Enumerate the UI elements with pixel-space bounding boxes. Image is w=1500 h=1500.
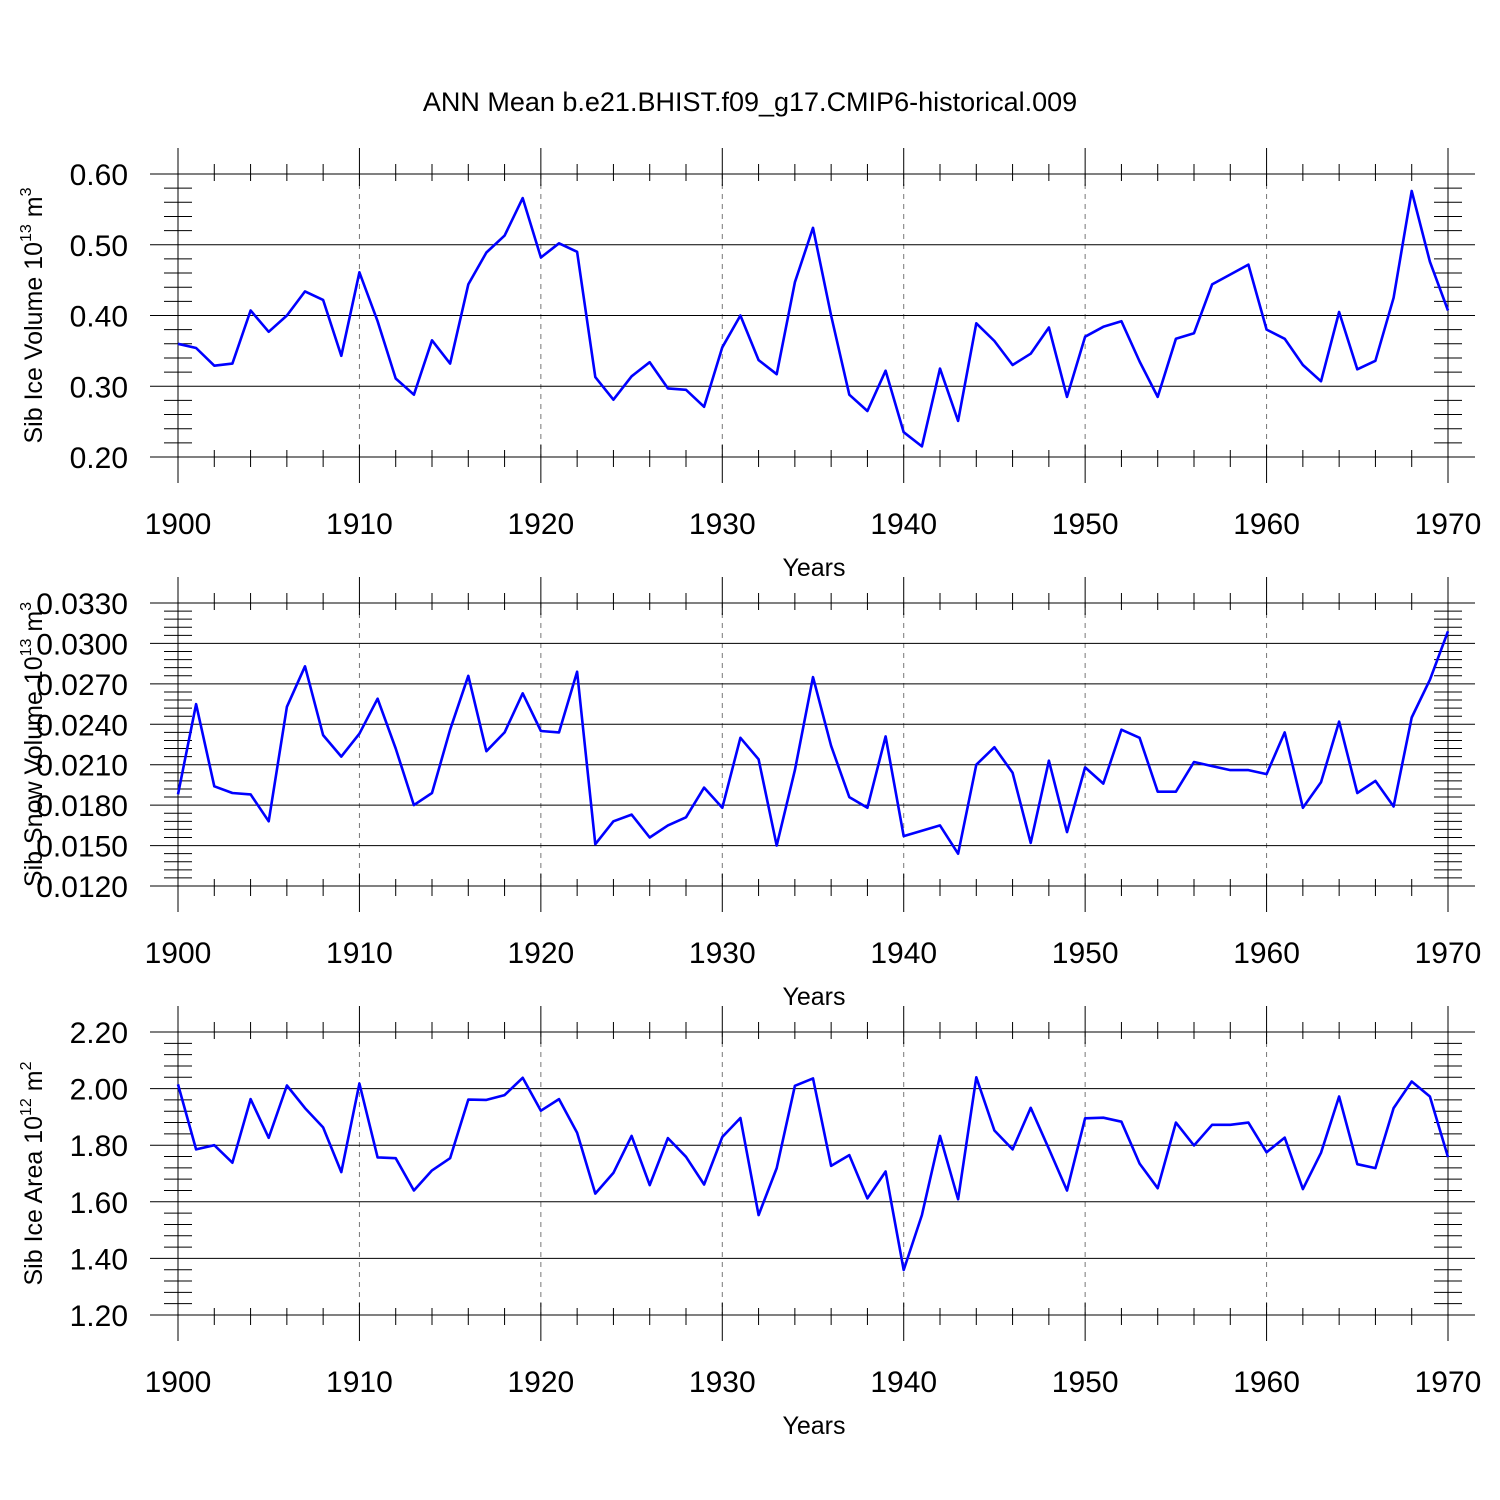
y-tick-label: 0.0270	[36, 669, 128, 702]
x-tick-label: 1960	[1233, 937, 1300, 970]
y-tick-label: 0.0240	[36, 709, 128, 742]
x-tick-label: 1900	[145, 508, 212, 541]
y-tick-label: 0.20	[70, 442, 128, 475]
y-tick-label: 0.0210	[36, 750, 128, 783]
y-tick-label: 1.80	[70, 1130, 128, 1163]
x-tick-label: 1970	[1415, 937, 1482, 970]
x-tick-label: 1940	[870, 1366, 937, 1399]
chart-panel-1: 1900 1910 1920 1930 1940 1950 1960 1970 0.20 0.30…	[18, 148, 1481, 582]
x-axis-title: Years	[782, 554, 845, 582]
y-tick-label: 0.0330	[36, 588, 128, 621]
x-tick-label: 1930	[689, 508, 756, 541]
x-tick-label: 1910	[326, 508, 393, 541]
y-tick-label: 0.30	[70, 371, 128, 404]
x-tick-label: 1910	[326, 937, 393, 970]
x-tick-label: 1950	[1052, 1366, 1119, 1399]
x-tick-label: 1910	[326, 1366, 393, 1399]
y-axis-title: Sib Ice Volume 1013 m3	[18, 187, 48, 443]
series-line	[177, 189, 1450, 448]
x-tick-label: 1970	[1415, 508, 1482, 541]
y-tick-label: 0.50	[70, 230, 128, 263]
x-tick-label: 1940	[870, 508, 937, 541]
x-tick-label: 1920	[507, 508, 574, 541]
chart-panel-3: 1900 1910 1920 1930 1940 1950 1960 1970 1.20 1.40…	[18, 1006, 1481, 1440]
chart-title: ANN Mean b.e21.BHIST.f09_g17.CMIP6-histo…	[423, 87, 1077, 117]
y-axis-title: Sib Ice Area 1012 m2	[18, 1061, 48, 1285]
y-tick-label: 1.40	[70, 1243, 128, 1276]
series-line	[176, 630, 1450, 856]
x-tick-label: 1920	[507, 1366, 574, 1399]
x-tick-label: 1930	[689, 937, 756, 970]
x-axis-title: Years	[782, 983, 845, 1011]
y-tick-label: 0.0150	[36, 831, 128, 864]
y-tick-label: 0.40	[70, 301, 128, 334]
y-tick-label: 1.60	[70, 1187, 128, 1220]
y-axis-title: Sib Snow Volume 1013 m3	[18, 602, 48, 887]
x-tick-label: 1970	[1415, 1366, 1482, 1399]
series-line	[176, 1076, 1450, 1272]
y-tick-label: 0.0180	[36, 790, 128, 823]
x-tick-label: 1920	[507, 937, 574, 970]
x-axis-title: Years	[782, 1412, 845, 1440]
x-tick-label: 1960	[1233, 508, 1300, 541]
x-tick-label: 1950	[1052, 508, 1119, 541]
x-tick-label: 1950	[1052, 937, 1119, 970]
chart-panel-2: 1900 1910 1920 1930 1940 1950 1960 1970 0.0120 0.…	[18, 577, 1481, 1011]
y-tick-label: 2.20	[70, 1017, 128, 1050]
x-tick-label: 1900	[145, 937, 212, 970]
y-tick-label: 0.60	[70, 159, 128, 192]
y-tick-label: 2.00	[70, 1074, 128, 1107]
y-tick-label: 0.0300	[36, 628, 128, 661]
y-tick-label: 1.20	[70, 1300, 128, 1333]
x-tick-label: 1900	[145, 1366, 212, 1399]
x-tick-label: 1960	[1233, 1366, 1300, 1399]
y-tick-label: 0.0120	[36, 871, 128, 904]
x-tick-label: 1940	[870, 937, 937, 970]
x-tick-label: 1930	[689, 1366, 756, 1399]
